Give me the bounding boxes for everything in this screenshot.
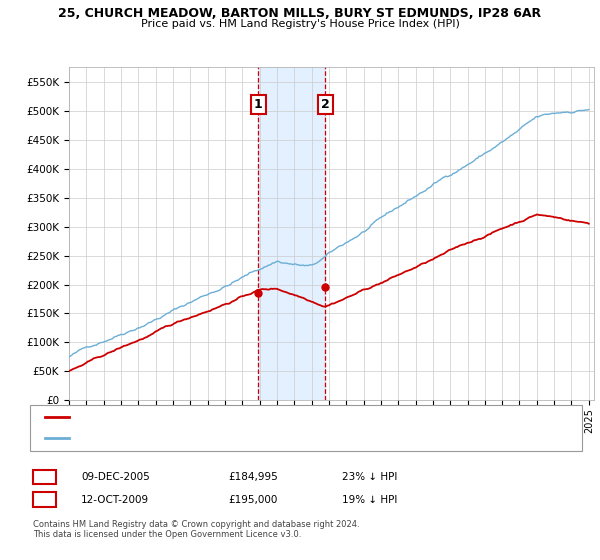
Text: 23% ↓ HPI: 23% ↓ HPI [342,472,397,482]
Text: 2: 2 [321,99,329,111]
Text: 1: 1 [254,99,263,111]
Text: 19% ↓ HPI: 19% ↓ HPI [342,494,397,505]
Text: Contains HM Land Registry data © Crown copyright and database right 2024.
This d: Contains HM Land Registry data © Crown c… [33,520,359,539]
Bar [259,67,325,400]
Text: 09-DEC-2005: 09-DEC-2005 [81,472,150,482]
Text: 1: 1 [41,470,49,484]
Text: 12-OCT-2009: 12-OCT-2009 [81,494,149,505]
Text: £195,000: £195,000 [228,494,277,505]
Text: HPI: Average price, detached house, West Suffolk: HPI: Average price, detached house, West… [73,433,314,444]
Text: 25, CHURCH MEADOW, BARTON MILLS, BURY ST EDMUNDS, IP28 6AR (detached house): 25, CHURCH MEADOW, BARTON MILLS, BURY ST… [73,412,502,422]
Text: Price paid vs. HM Land Registry's House Price Index (HPI): Price paid vs. HM Land Registry's House … [140,19,460,29]
Text: £184,995: £184,995 [228,472,278,482]
Text: 25, CHURCH MEADOW, BARTON MILLS, BURY ST EDMUNDS, IP28 6AR: 25, CHURCH MEADOW, BARTON MILLS, BURY ST… [58,7,542,20]
Text: 2: 2 [41,493,49,506]
